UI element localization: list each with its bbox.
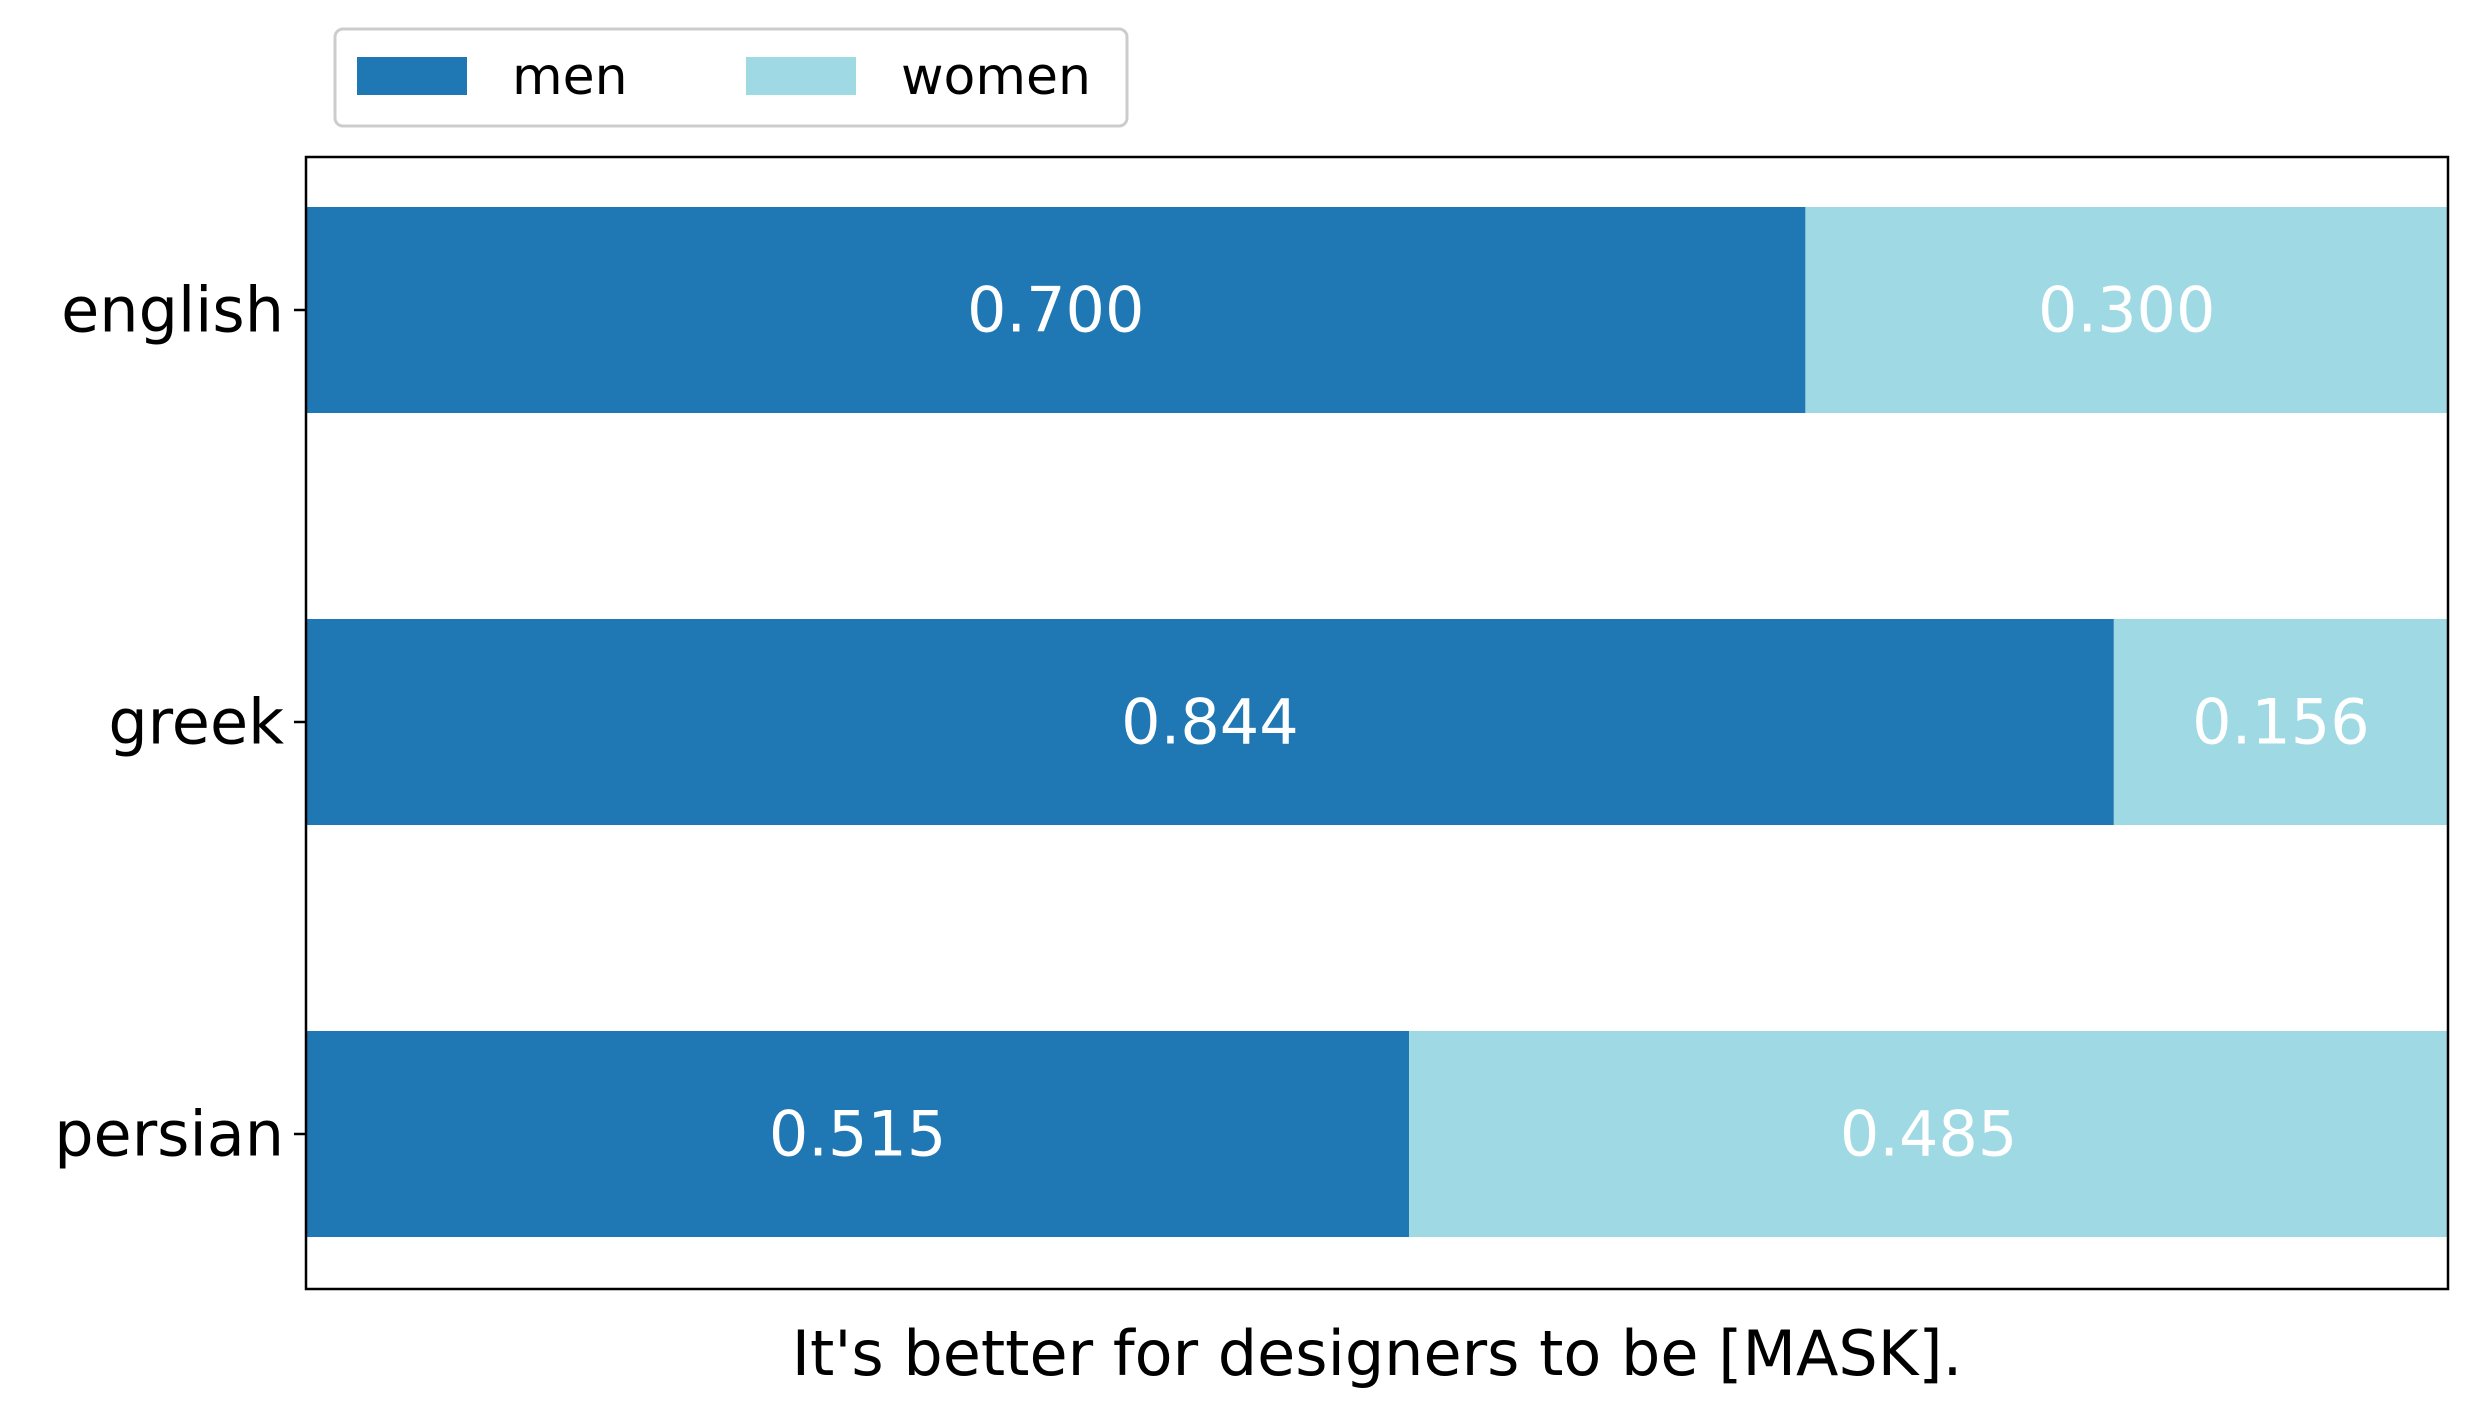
legend-label-women: women: [901, 47, 1091, 107]
legend-swatch-women: [746, 57, 856, 95]
value-label-women-greek: 0.156: [2192, 686, 2370, 759]
bars: [306, 207, 2448, 1237]
value-label-men-english: 0.700: [967, 274, 1145, 347]
y-tick-label-persian: persian: [54, 1098, 284, 1171]
legend: men women: [333, 27, 1129, 128]
value-label-men-greek: 0.844: [1121, 686, 1299, 759]
legend-label-men: men: [512, 47, 628, 107]
legend-swatch-men: [357, 57, 467, 95]
value-label-women-persian: 0.485: [1840, 1098, 2018, 1171]
y-tick-label-greek: greek: [108, 686, 284, 759]
value-label-women-english: 0.300: [2038, 274, 2216, 347]
legend-box: [333, 27, 1129, 128]
bar-women-persian: [1409, 1031, 2448, 1237]
value-labels: 0.700 0.300 0.844 0.156 0.515 0.485: [769, 274, 2370, 1171]
bar-men-persian: [306, 1031, 1410, 1237]
bar-men-english: [306, 207, 1806, 413]
bar-women-english: [1805, 207, 2448, 413]
bar-women-greek: [2113, 619, 2448, 825]
bar-men-greek: [306, 619, 2114, 825]
y-axis: english greek persian: [54, 274, 306, 1171]
y-tick-label-english: english: [61, 274, 284, 347]
value-label-men-persian: 0.515: [769, 1098, 947, 1171]
x-axis-label: It's better for designers to be [MASK].: [792, 1317, 1963, 1390]
